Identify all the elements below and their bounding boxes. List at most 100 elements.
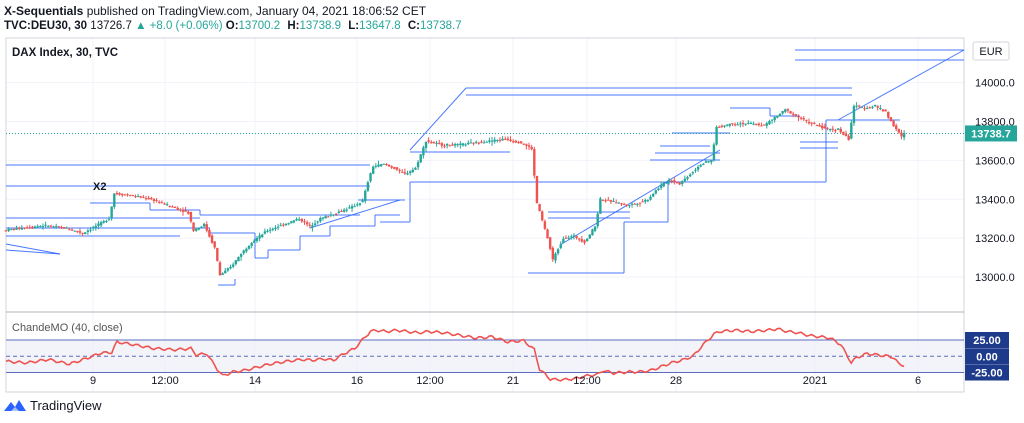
candle-body [868,107,871,109]
cmo-level-label: -25.00 [971,368,1002,380]
candle-body [530,146,533,150]
candles [4,102,906,276]
candle-body [54,226,58,228]
candle-body [852,106,856,124]
candle-body [242,250,245,254]
candle-body [158,201,161,203]
candle-body [522,143,525,145]
candle-body [728,123,731,126]
candle-body [369,173,372,182]
candle-body [844,133,848,136]
candle-body [511,141,515,143]
candle-body [897,129,901,133]
candle-body [305,222,309,225]
candle-body [18,227,21,229]
candle-body [475,141,478,143]
candle-body [216,247,219,261]
candle-body [630,203,634,205]
candle-body [884,109,887,112]
candle-body [329,214,333,216]
candle-body [361,200,364,203]
candle-body [612,200,615,202]
candle-body [588,234,591,239]
candle-body [390,166,393,168]
candle-body [62,227,66,229]
candle-body [488,140,491,142]
candle-body [134,196,137,198]
candle-body [210,235,214,243]
candle-body [356,204,359,206]
candle-body [667,179,671,183]
price-axis[interactable]: 13000.0 13200.0 13400.0 13600.0 13800.0 14000… [975,44,1015,284]
candle-body [348,207,351,209]
candle-body [4,230,8,232]
time-tick-label: 6 [915,375,921,387]
candle-body [636,204,639,206]
candle-body [97,223,100,226]
currency-label: EUR [979,46,1002,58]
candle-body [411,169,415,173]
candle-body [778,113,782,117]
tradingview-logo[interactable]: TradingView [4,398,102,413]
candle-body [781,111,784,114]
candle-body [509,139,512,142]
candle-body [427,140,430,142]
candle-body [575,235,578,239]
x2-annotation: X2 [93,181,106,193]
candle-body [84,232,87,235]
candle-body [218,262,222,276]
candle-body [49,225,53,227]
high-value: 13738.9 [299,20,342,32]
candle-body [52,226,55,228]
candle-body [723,125,726,127]
candle-body [504,138,507,140]
candle-body [480,141,483,143]
candle-body [760,125,763,127]
candle-body [23,227,26,229]
candle-body [247,245,251,249]
candle-body [171,206,174,208]
candle-body [284,223,288,226]
candle-body [316,221,319,223]
candle-body [250,242,253,246]
candle-body [686,177,689,179]
candle-body [739,123,742,125]
candle-body [570,236,573,238]
candle-body [622,203,626,205]
candle-body [654,190,658,194]
candle-body [113,193,116,207]
candle-body [319,218,322,222]
candle-body [593,226,597,231]
currency-button[interactable]: EUR [972,41,1010,61]
candle-body [163,203,166,205]
candle-body [889,117,893,122]
candle-body [334,213,338,215]
candle-body [308,224,311,226]
candle-body [546,229,549,239]
chart-canvas[interactable]: 25.00 0.00 -25.00 13000.0 13200.0 13400.0 136… [0,0,1024,398]
candle-body [371,166,375,174]
candle-body [445,143,449,146]
candle-body [123,194,127,196]
candle-body [443,145,446,147]
candle-body [202,223,206,227]
candle-body [144,198,148,200]
candle-body [871,106,874,108]
candle-body [358,203,362,205]
candle-body [469,142,473,144]
time-axis[interactable]: 9 12:00 14 16 12:00 21 12:00 28 2021 6 [90,375,921,387]
candle-body [718,126,721,128]
candle-body [255,237,259,241]
publisher-name: X-Sequentials [4,4,84,18]
cmo-level-badge [965,332,1009,348]
candle-body [39,226,42,228]
candle-body [831,128,835,130]
drawing-lines[interactable] [5,49,965,286]
candle-body [187,211,190,214]
candle-body [194,228,198,231]
candle-body [467,142,470,145]
candle-body [786,109,790,111]
candle-body [821,125,824,129]
candle-body [464,144,467,146]
high-label: H: [287,20,300,32]
